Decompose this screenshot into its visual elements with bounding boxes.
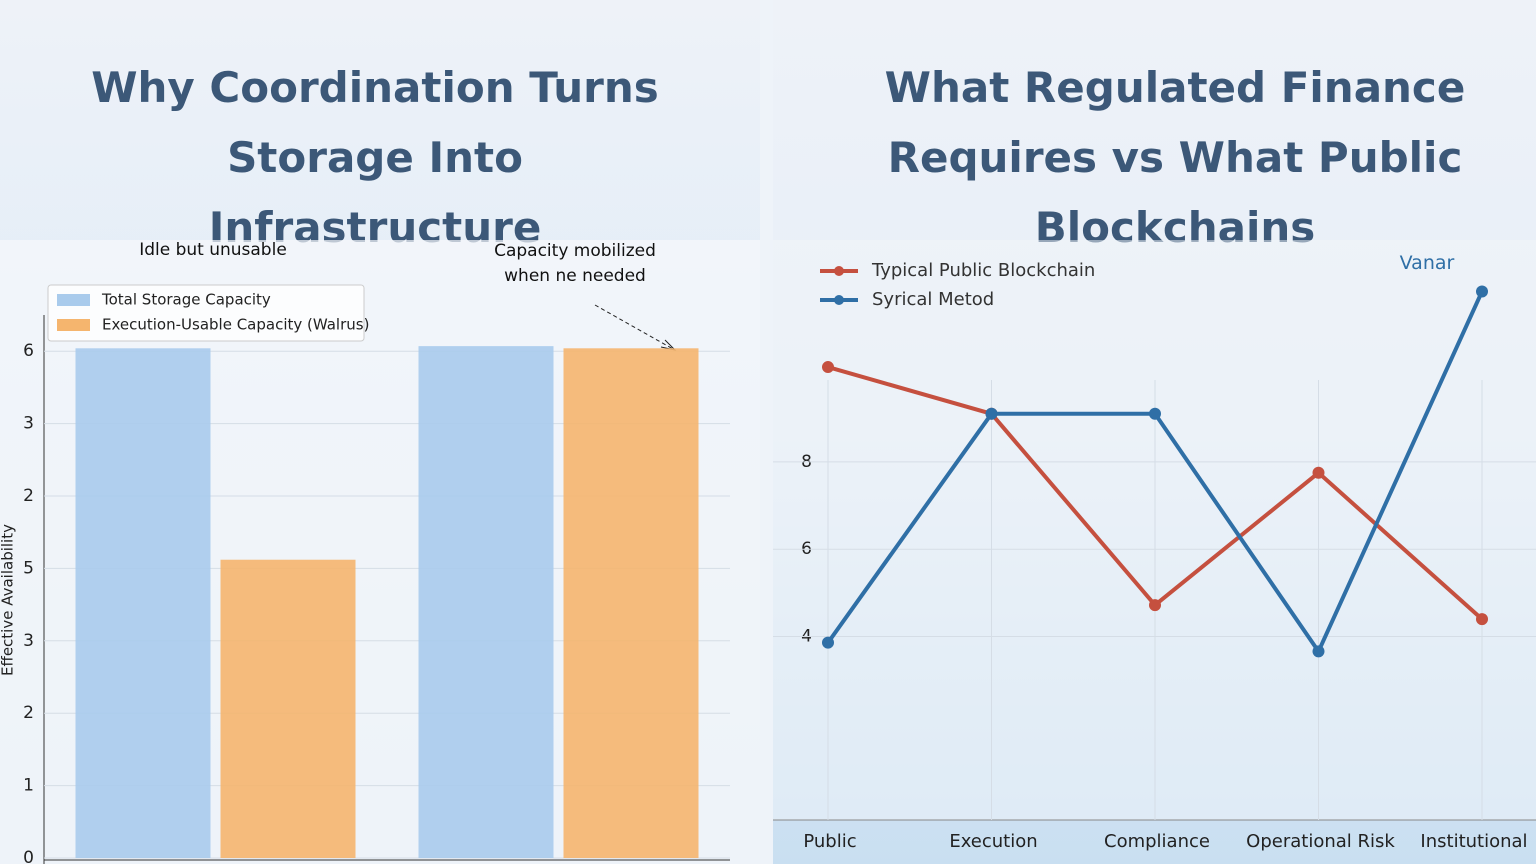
bar	[220, 559, 356, 858]
point	[1476, 285, 1488, 298]
bar	[75, 348, 211, 858]
point	[822, 636, 834, 649]
point	[1149, 599, 1161, 612]
y-tick-label: 0	[23, 848, 34, 864]
legend-box	[47, 284, 365, 342]
annotation-arrow	[594, 304, 674, 350]
bar	[563, 348, 699, 858]
legend-marker	[834, 295, 844, 305]
annotation: Idle but unusable	[139, 240, 287, 260]
y-tick-label: 1	[23, 776, 34, 796]
x-tick-label: Public	[803, 831, 856, 852]
annotation: Capacity mobilized when ne needed	[494, 241, 656, 286]
y-tick-label: 6	[23, 341, 34, 361]
point	[1312, 466, 1325, 479]
x-tick-label: Operational Risk	[1246, 831, 1395, 852]
legend-label: Execution-Usable Capacity (Walrus)	[102, 316, 369, 334]
x-tick-label: Execution	[949, 831, 1037, 852]
point	[1149, 407, 1161, 420]
legend-label: Typical Public Blockchain	[871, 260, 1095, 281]
legend-marker	[834, 266, 844, 276]
legend-swatch	[57, 319, 90, 331]
point	[1476, 613, 1488, 626]
bar	[418, 346, 554, 858]
annotation: Vanar	[1399, 252, 1455, 274]
point	[985, 407, 998, 420]
y-axis-label: Effective Availability	[0, 524, 17, 676]
legend-swatch	[57, 294, 90, 306]
x-tick-label: Institutional	[1420, 831, 1527, 852]
y-tick-label: 2	[23, 703, 34, 723]
legend-label: Total Storage Capacity	[101, 291, 271, 309]
y-tick-label: 3	[23, 631, 34, 651]
x-tick-label: Compliance	[1104, 831, 1210, 852]
y-tick-label: 5	[23, 558, 34, 578]
point	[822, 361, 834, 374]
legend-label: Syrical Metod	[872, 289, 994, 310]
y-tick-label: 2	[23, 486, 34, 506]
point	[1312, 645, 1325, 658]
y-tick-label: 3	[23, 414, 34, 434]
